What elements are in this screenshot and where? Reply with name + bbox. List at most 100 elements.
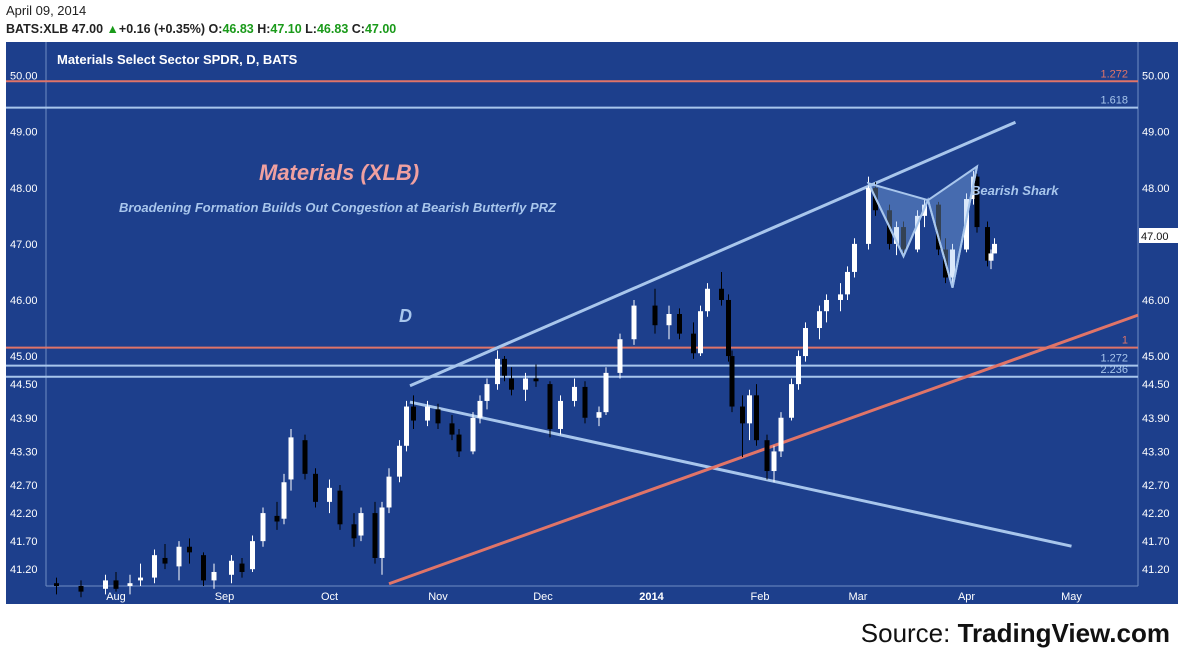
candle-body-72 <box>845 271 850 295</box>
candle-body-89 <box>992 243 997 254</box>
y-tick-right-4: 46.00 <box>1142 295 1170 307</box>
candle-body-38 <box>495 358 500 385</box>
candle-body-0 <box>54 583 59 586</box>
candle-body-20 <box>313 473 318 502</box>
candle-body-77 <box>894 227 899 244</box>
x-tick-4: Dec <box>533 591 553 603</box>
source-name: TradingView.com <box>957 618 1170 648</box>
y-tick-right-1: 49.00 <box>1142 127 1170 139</box>
y-tick-left-3: 47.00 <box>10 239 38 251</box>
y-tick-left-1: 49.00 <box>10 127 38 139</box>
candle-body-62 <box>754 395 759 441</box>
annotation-main-title: Materials (XLB) <box>259 160 419 185</box>
y-tick-left-0: 50.00 <box>10 71 38 83</box>
candle-body-24 <box>358 513 364 536</box>
y-tick-left-6: 44.50 <box>10 379 38 391</box>
x-tick-2: Oct <box>321 591 338 603</box>
candle-body-34 <box>456 434 462 452</box>
candle-body-44 <box>558 400 563 429</box>
candle-body-56 <box>705 288 710 312</box>
candle-body-27 <box>386 476 392 508</box>
candle-body-2 <box>103 580 108 589</box>
y-tick-right-8: 43.30 <box>1142 446 1170 458</box>
candle-body-60 <box>740 406 745 424</box>
trend-line-1 <box>409 400 1072 548</box>
level-label-3: 1.272 <box>1100 353 1128 365</box>
annotation-bearish-shark: Bearish Shark <box>971 183 1059 198</box>
candle-body-25 <box>372 513 378 558</box>
candle-body-52 <box>666 314 672 326</box>
open-label: O: <box>208 22 223 36</box>
candle-body-59 <box>729 356 735 407</box>
shark-path <box>867 166 978 288</box>
candle-body-65 <box>778 417 784 452</box>
close-value: 47.00 <box>364 22 397 36</box>
y-tick-right-10: 42.20 <box>1142 508 1170 520</box>
up-triangle-icon: ▲ <box>106 22 119 36</box>
candle-body-7 <box>162 557 168 564</box>
candle-body-67 <box>796 356 801 385</box>
high-value: 47.10 <box>270 22 302 36</box>
y-tick-right-5: 45.00 <box>1142 351 1170 363</box>
candle-body-64 <box>771 451 777 472</box>
low-label: L: <box>305 22 317 36</box>
annotation-subtitle: Broadening Formation Builds Out Congesti… <box>119 200 557 215</box>
candle-body-35 <box>470 417 476 452</box>
trend-line-0 <box>409 120 1017 388</box>
y-tick-left-10: 42.20 <box>10 508 38 520</box>
candle-body-74 <box>866 187 871 244</box>
x-tick-3: Nov <box>428 591 448 603</box>
candle-body-83 <box>950 249 955 278</box>
candle-body-36 <box>477 400 483 418</box>
candle-body-5 <box>138 577 143 581</box>
symbol: BATS:XLB <box>6 22 69 36</box>
chart-title: Materials Select Sector SPDR, D, BATS <box>57 52 298 67</box>
candle-body-23 <box>351 524 357 539</box>
high-label: H: <box>257 22 271 36</box>
y-tick-left-11: 41.70 <box>10 536 38 548</box>
level-label-4: 2.236 <box>1100 364 1128 376</box>
y-tick-left-7: 43.90 <box>10 413 38 425</box>
candle-body-61 <box>747 395 752 424</box>
y-tick-left-8: 43.30 <box>10 446 38 458</box>
candle-body-73 <box>852 243 857 272</box>
chart-date: April 09, 2014 <box>6 3 87 18</box>
candle-body-78 <box>901 227 906 250</box>
candle-body-57 <box>719 288 724 300</box>
candle-body-87 <box>985 227 990 261</box>
trend-line-2 <box>388 313 1139 586</box>
candle-body-9 <box>187 546 192 553</box>
candle-body-16 <box>274 515 280 522</box>
close-label: C: <box>351 22 365 36</box>
change: +0.16 (+0.35%) <box>118 22 206 36</box>
candle-body-21 <box>327 487 332 502</box>
x-tick-8: Apr <box>958 591 975 603</box>
low-value: 46.83 <box>316 22 349 36</box>
candle-body-81 <box>936 204 941 250</box>
open-value: 46.83 <box>222 22 254 36</box>
candle-body-41 <box>523 378 528 390</box>
candle-body-50 <box>631 305 637 340</box>
candle-body-84 <box>964 199 969 250</box>
candle-body-18 <box>288 437 294 480</box>
x-tick-9: May <box>1061 591 1082 603</box>
last-price-marker <box>1139 228 1179 243</box>
y-tick-left-4: 46.00 <box>10 295 38 307</box>
candle-body-12 <box>229 560 234 575</box>
candle-body-63 <box>764 440 770 472</box>
candle-body-58 <box>726 299 731 357</box>
candle-body-70 <box>824 299 829 312</box>
candle-body-4 <box>127 583 133 586</box>
y-tick-left-9: 42.70 <box>10 480 38 492</box>
x-tick-1: Sep <box>215 591 235 603</box>
candle-body-26 <box>379 507 385 558</box>
candle-body-46 <box>582 386 588 418</box>
candle-body-45 <box>572 386 577 401</box>
candle-body-42 <box>533 378 539 382</box>
candle-body-6 <box>152 555 157 578</box>
source-credit: Source: TradingView.com <box>861 618 1170 649</box>
candle-body-79 <box>915 215 920 250</box>
candle-body-33 <box>449 423 455 435</box>
candle-body-47 <box>596 412 602 418</box>
